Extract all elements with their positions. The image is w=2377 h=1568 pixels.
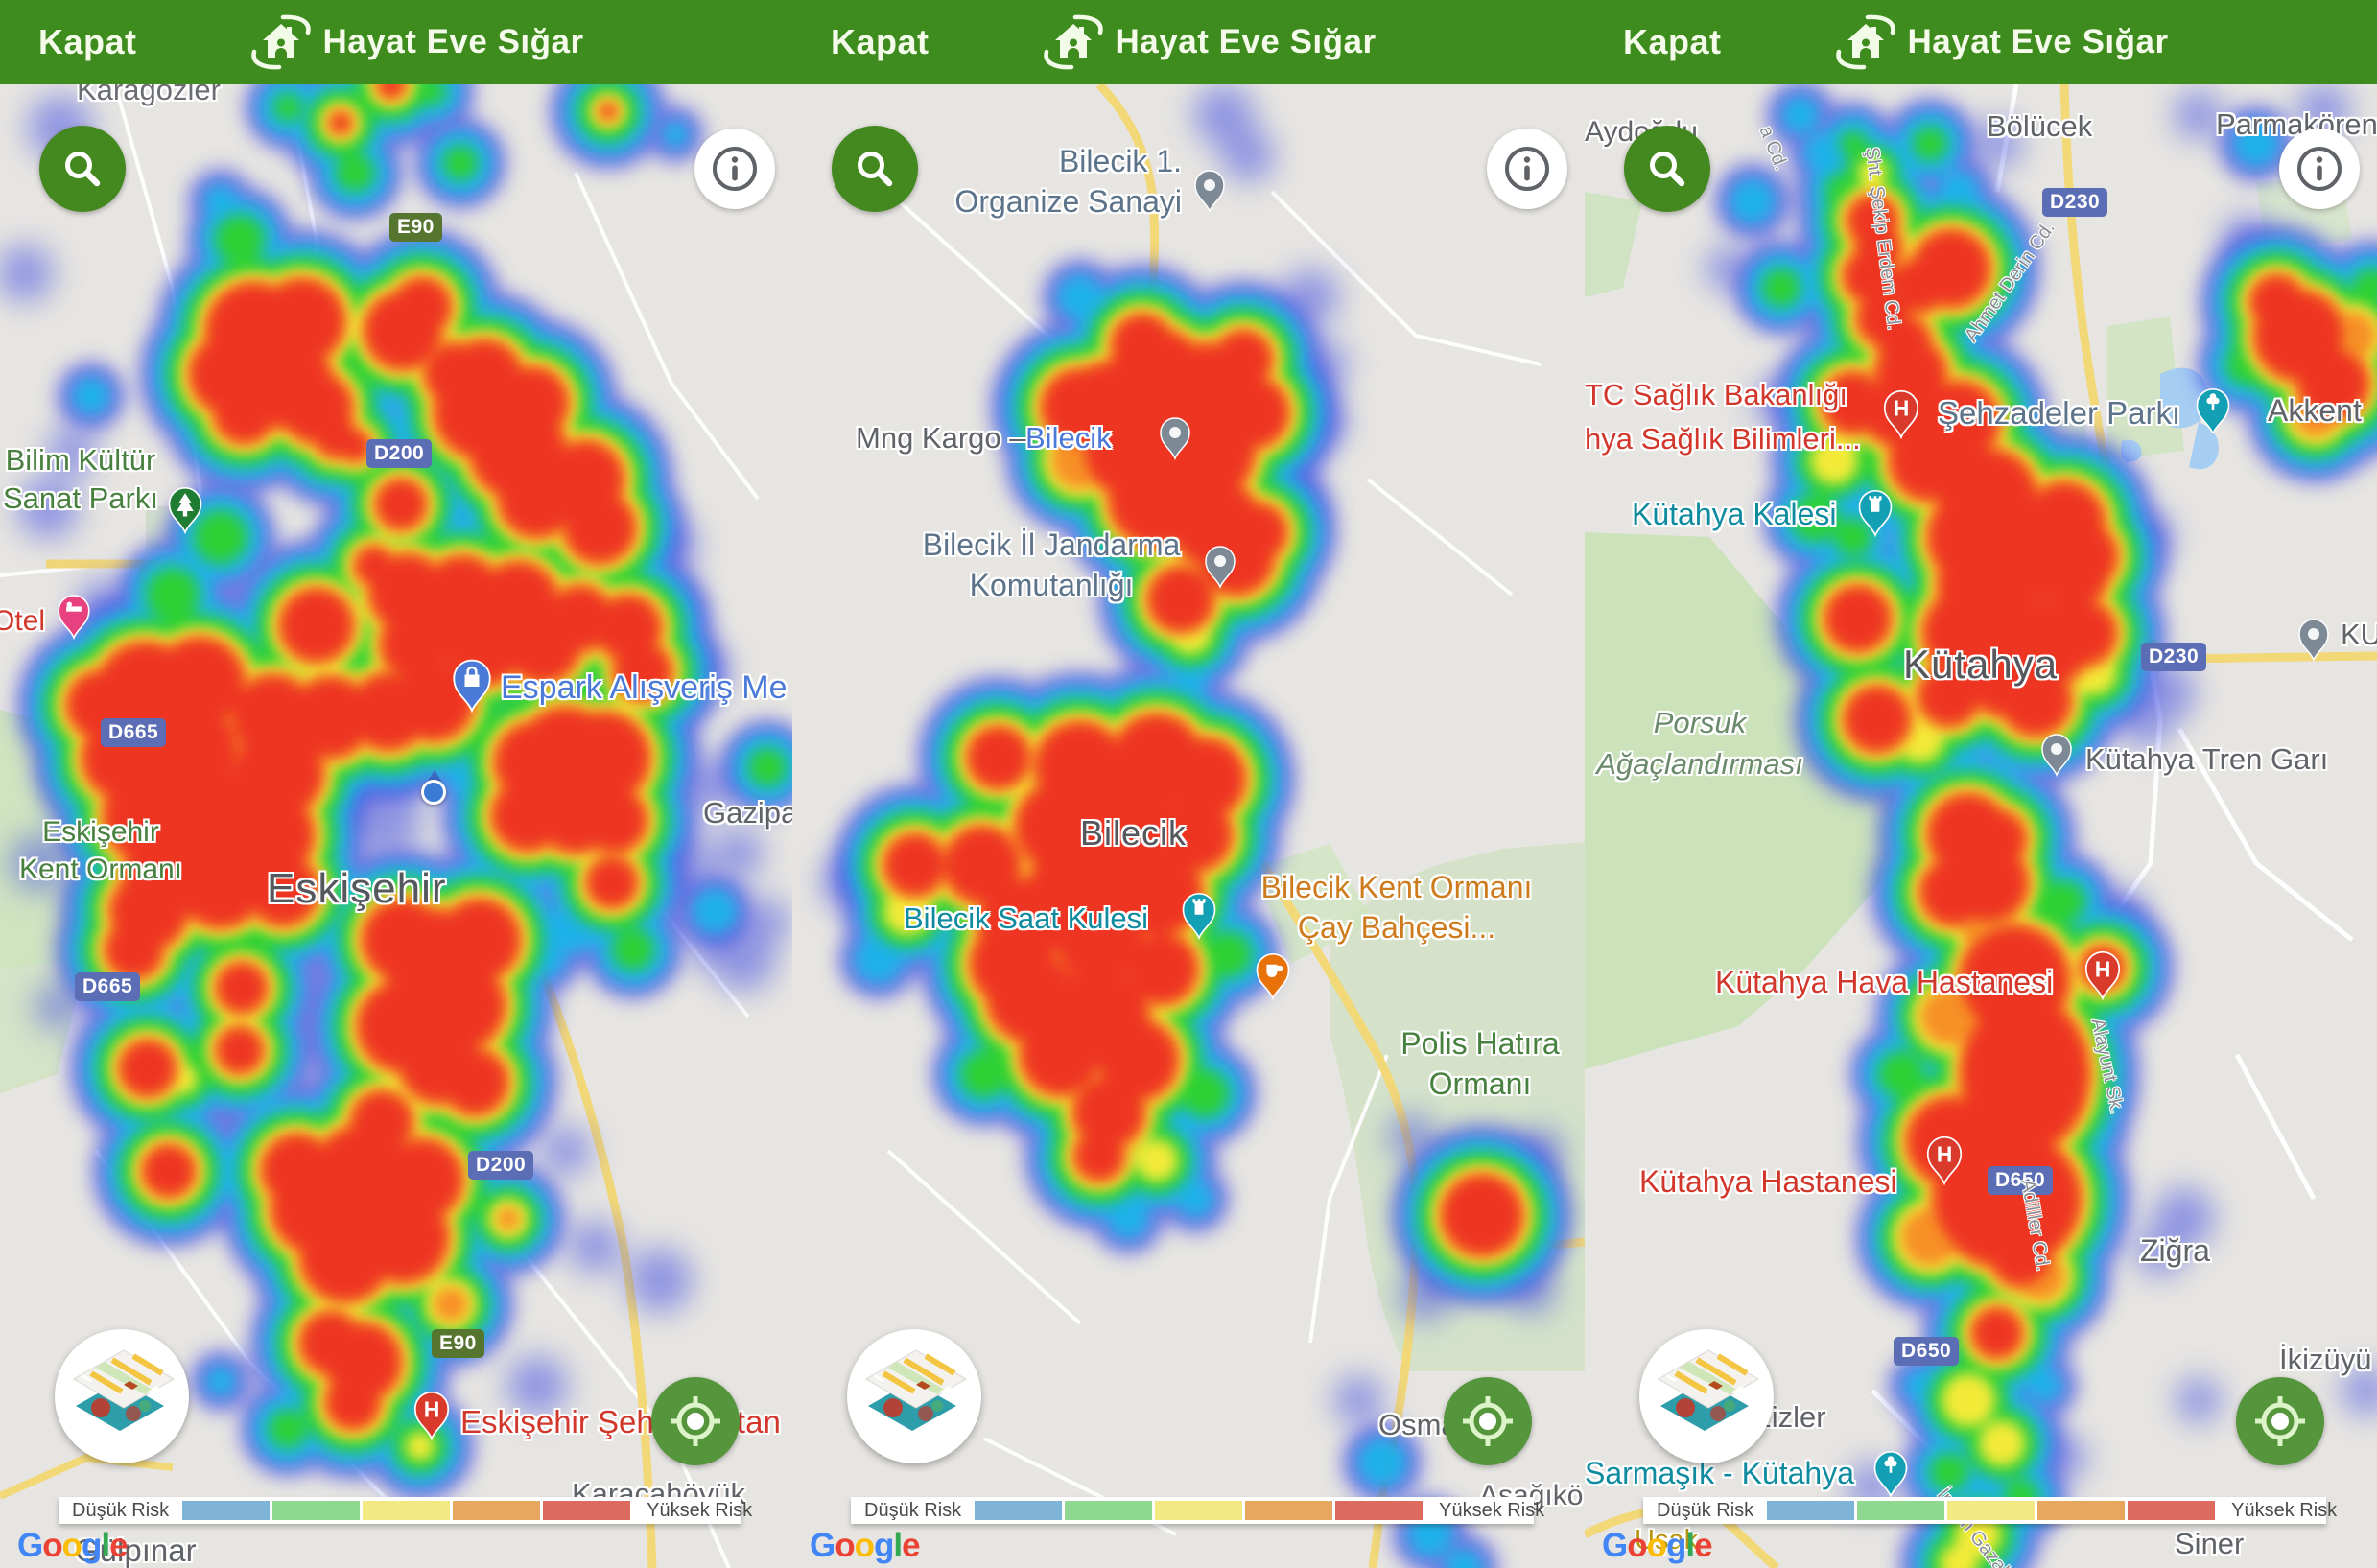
svg-text:H: H (1937, 1142, 1953, 1167)
svg-text:H: H (1894, 396, 1910, 421)
svg-text:H: H (424, 1397, 440, 1422)
svg-text:H: H (2095, 957, 2111, 982)
